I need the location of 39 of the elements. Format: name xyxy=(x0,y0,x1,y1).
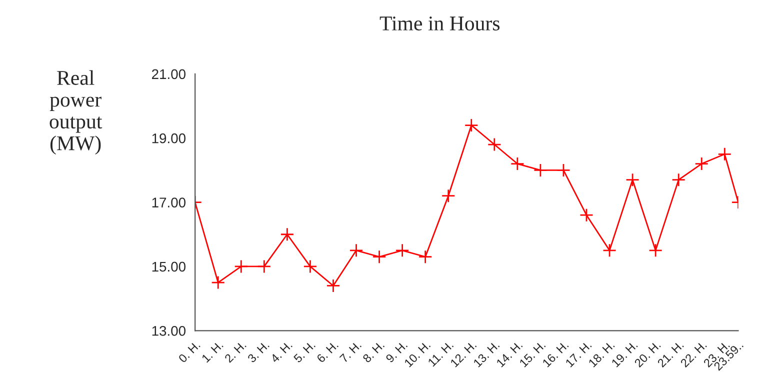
x-tick-label: 3. H. xyxy=(247,340,270,364)
point xyxy=(556,163,570,178)
x-tick-label: 4. H. xyxy=(270,340,292,364)
point xyxy=(510,156,524,171)
y-axis-title: Real power output (MW) xyxy=(50,70,102,155)
point xyxy=(464,118,478,132)
point xyxy=(580,208,594,222)
y-tick-label: 17.00 xyxy=(152,198,186,208)
point xyxy=(694,156,709,171)
point xyxy=(257,260,272,274)
point xyxy=(487,138,502,152)
point xyxy=(395,243,410,258)
point xyxy=(626,172,640,187)
point xyxy=(648,243,663,258)
y-tick-label: 13.00 xyxy=(152,326,186,336)
x-tick-label: 1. H. xyxy=(201,340,224,363)
point xyxy=(234,260,248,274)
y-tick-label: 15.00 xyxy=(152,262,186,272)
point xyxy=(303,260,318,274)
x-tick-label: 5. H. xyxy=(293,340,316,364)
point xyxy=(326,278,340,293)
point xyxy=(418,250,432,264)
point xyxy=(372,250,386,264)
x-tick-label: 2. H. xyxy=(224,340,246,363)
point xyxy=(280,227,294,242)
x-tick-label: 7. H. xyxy=(339,340,362,363)
y-tick-label: 19.00 xyxy=(152,133,186,144)
point xyxy=(718,147,732,162)
point xyxy=(211,276,226,290)
y-tick-label: 21.00 xyxy=(152,69,186,80)
x-tick-label: 8. H. xyxy=(362,340,385,364)
point xyxy=(441,188,456,203)
x-tick-label: 6. H. xyxy=(316,340,339,364)
point xyxy=(534,163,548,178)
chart-title: Time in Hours xyxy=(380,16,500,30)
point xyxy=(672,172,686,187)
x-tick-label: 0. H. xyxy=(178,340,200,364)
point xyxy=(602,243,616,258)
point xyxy=(349,243,364,258)
